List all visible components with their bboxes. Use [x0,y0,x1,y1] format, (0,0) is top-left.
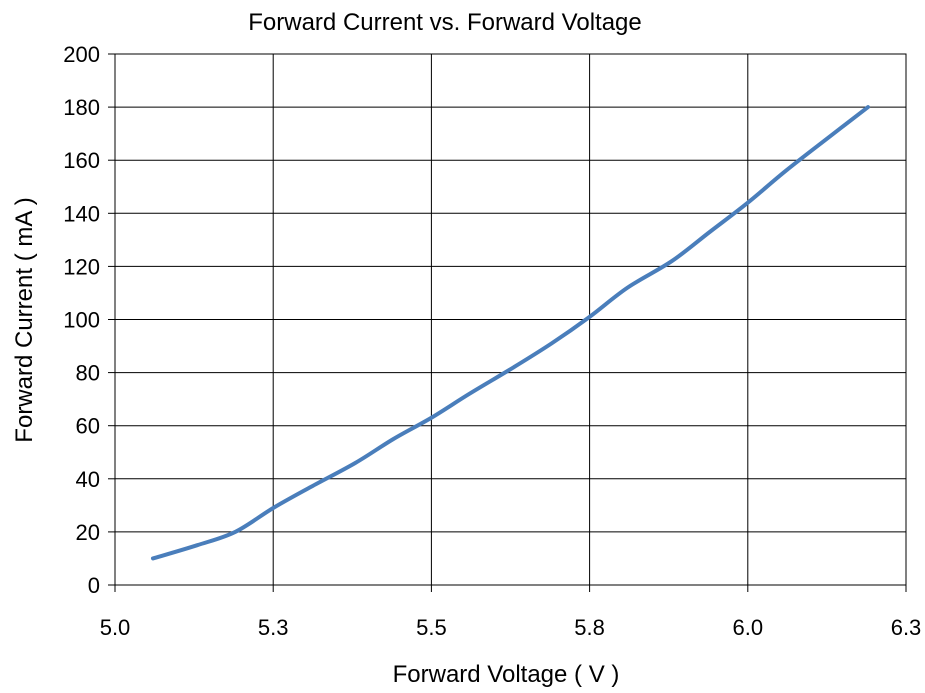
y-tick-label: 60 [76,414,100,439]
series-line [150,105,871,561]
y-axis-tick-labels: 0 20 40 60 80 100 120 140 160 180 200 [63,42,100,598]
y-tick-label: 180 [63,95,100,120]
y-tick-label: 100 [63,308,100,333]
x-tick-label: 5.5 [416,615,447,640]
y-tick-label: 20 [76,520,100,545]
y-tick-label: 160 [63,148,100,173]
y-tick-label: 80 [76,361,100,386]
chart-title: Forward Current vs. Forward Voltage [248,9,641,36]
series-layer [150,105,871,561]
x-tick-label: 6.3 [891,615,922,640]
x-tick-label: 6.0 [733,615,764,640]
y-tick-label: 0 [88,573,100,598]
y-tick-label: 120 [63,254,100,279]
y-tick-label: 140 [63,201,100,226]
x-axis-title: Forward Voltage ( V ) [393,661,620,688]
x-tick-label: 5.0 [100,615,131,640]
plot-area-border [114,53,907,586]
y-tick-label: 40 [76,467,100,492]
x-tick-label: 5.8 [574,615,605,640]
y-axis-title: Forward Current ( mA ) [11,197,38,442]
x-axis-tick-labels: 5.0 5.3 5.5 5.8 6.0 6.3 [100,615,922,640]
y-tick-label: 200 [63,42,100,67]
x-tick-label: 5.3 [258,615,289,640]
plot-border [114,53,907,586]
